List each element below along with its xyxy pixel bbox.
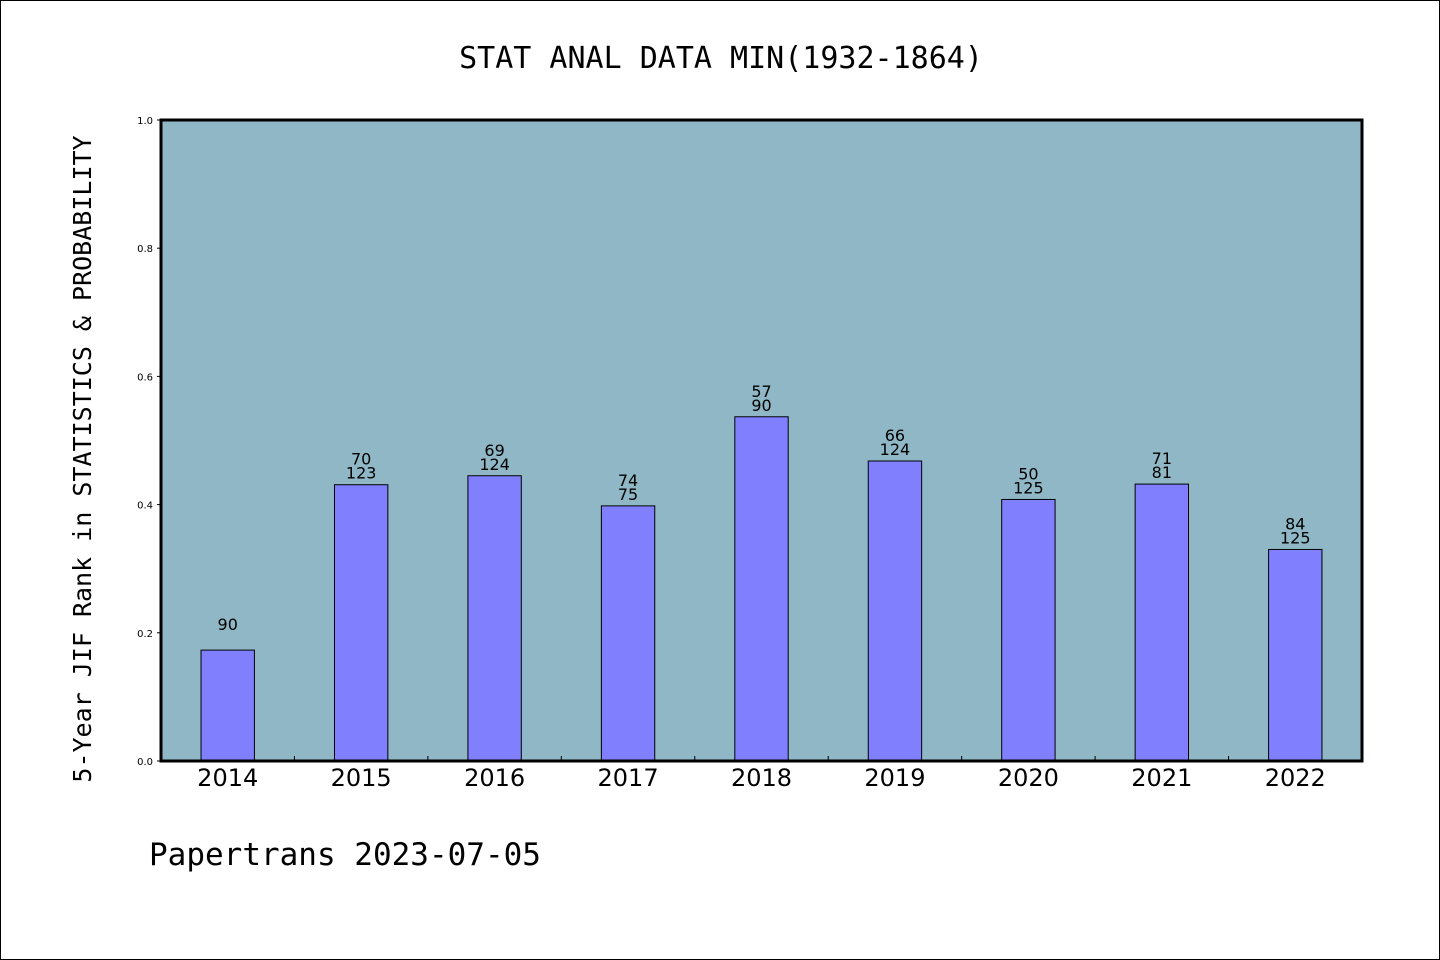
chart-title: STAT ANAL DATA MIN(1932-1864) xyxy=(459,41,983,76)
bar-label-top-2021: 71 xyxy=(1152,449,1172,468)
x-tick-label-2014: 2014 xyxy=(197,764,258,792)
y-tick-label-0.4: 0.4 xyxy=(137,501,153,512)
bar-label-top-2015: 70 xyxy=(351,450,371,469)
y-tick-label-0.6: 0.6 xyxy=(137,372,153,383)
y-tick-label-0.0: 0.0 xyxy=(137,757,153,768)
x-tick-label-2021: 2021 xyxy=(1131,764,1192,792)
bar-label-bottom-2019: 124 xyxy=(880,440,911,459)
bar-2016 xyxy=(467,475,522,762)
bar-label-bottom-2017: 75 xyxy=(618,485,638,504)
bar-label-top-2016: 69 xyxy=(484,441,504,460)
bar-label-top-2018: 57 xyxy=(751,382,771,401)
bar-2020 xyxy=(1001,498,1056,762)
bar-label-bottom-2015: 123 xyxy=(346,464,377,483)
y-tick-label-0.2: 0.2 xyxy=(137,629,153,640)
bar-2022 xyxy=(1268,548,1323,762)
bar-2015 xyxy=(333,484,389,762)
x-tick-label-2019: 2019 xyxy=(864,764,925,792)
bar-label-bottom-2021: 81 xyxy=(1152,463,1172,482)
bar-label-bottom-2022: 125 xyxy=(1280,528,1311,547)
x-tick-label-2015: 2015 xyxy=(331,764,392,792)
bar-label-bottom-2018: 90 xyxy=(751,396,771,415)
x-tick-label-2020: 2020 xyxy=(998,764,1059,792)
footer-text: Papertrans 2023-07-05 xyxy=(149,837,541,873)
x-tick-label-2016: 2016 xyxy=(464,764,525,792)
bar-label-top-2022: 84 xyxy=(1285,514,1305,533)
x-tick-label-2022: 2022 xyxy=(1265,764,1326,792)
bar-label-2014: 90 xyxy=(218,615,238,634)
x-tick-label-2018: 2018 xyxy=(731,764,792,792)
bar-2017 xyxy=(600,505,656,762)
bar-2014 xyxy=(200,649,255,762)
x-tick-label-2017: 2017 xyxy=(598,764,659,792)
bar-label-top-2020: 50 xyxy=(1018,464,1038,483)
x-ticks-layer: 2014 2015 2016 2017 2018 2019 2020 2021 2022 xyxy=(197,756,1326,792)
bar-2019 xyxy=(867,460,923,762)
y-axis-label: 5-Year JIF Rank in STATISTICS & PROBABIL… xyxy=(68,135,97,782)
bar-2018 xyxy=(734,416,789,762)
y-tick-label-0.8: 0.8 xyxy=(137,244,153,255)
bar-label-top-2017: 74 xyxy=(618,471,638,490)
plot-frame xyxy=(159,118,1364,763)
bar-label-bottom-2020: 125 xyxy=(1013,478,1044,497)
bar-label-top-2019: 66 xyxy=(885,426,905,445)
bars-layer xyxy=(200,416,1323,762)
y-tick-label-1.0: 1.0 xyxy=(137,116,153,127)
y-ticks-layer: 0.0 0.2 0.4 0.6 0.8 1.0 xyxy=(137,116,162,768)
bar-2021 xyxy=(1134,483,1190,762)
bar-label-bottom-2016: 124 xyxy=(479,455,510,474)
